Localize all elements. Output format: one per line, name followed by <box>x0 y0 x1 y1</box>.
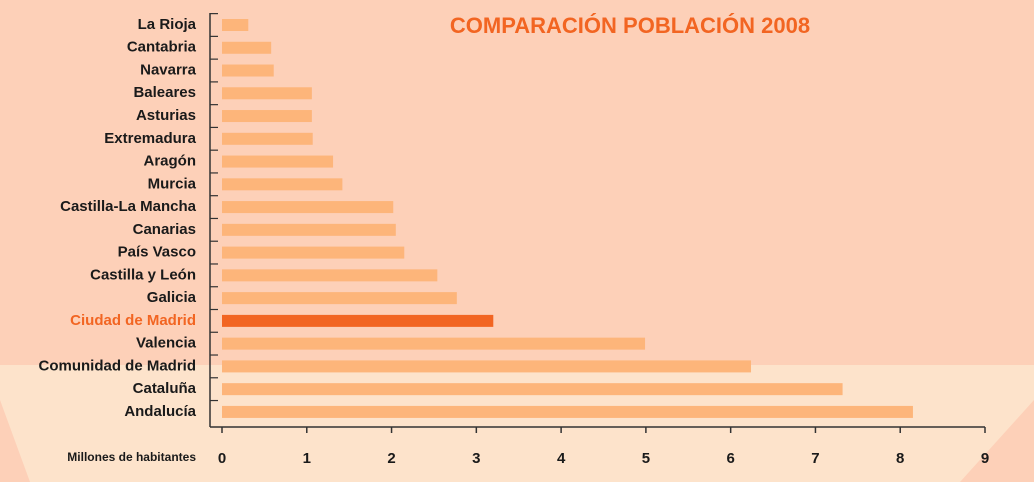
bar <box>222 178 343 191</box>
x-tick-label: 0 <box>218 450 226 467</box>
chart-title: COMPARACIÓN POBLACIÓN 2008 <box>450 13 810 38</box>
bar <box>222 405 913 418</box>
y-tick-label: Aragón <box>144 153 197 170</box>
y-tick-label: País Vasco <box>118 244 196 261</box>
x-tick-label: 3 <box>472 450 480 467</box>
y-tick-label: Navarra <box>140 61 197 78</box>
x-tick-label: 1 <box>303 450 311 467</box>
y-tick-label: Ciudad de Madrid <box>70 312 196 329</box>
y-tick-label: La Rioja <box>138 16 197 33</box>
x-tick-label: 2 <box>387 450 395 467</box>
y-tick-label: Galicia <box>147 289 197 306</box>
y-tick-label: Castilla-La Mancha <box>60 198 197 215</box>
x-tick-label: 4 <box>557 450 566 467</box>
bar <box>222 19 249 31</box>
x-tick-label: 6 <box>726 450 734 467</box>
bar <box>222 87 312 100</box>
y-tick-label: Murcia <box>148 175 197 192</box>
bar <box>222 110 312 123</box>
y-tick-label: Cataluña <box>133 380 197 397</box>
bar <box>222 246 405 259</box>
x-tick-label: 7 <box>811 450 819 467</box>
y-tick-label: Valencia <box>136 335 197 352</box>
y-tick-label: Cantabria <box>127 39 197 56</box>
y-tick-label: Asturias <box>136 107 196 124</box>
bar <box>222 337 646 350</box>
bar <box>222 132 313 145</box>
x-tick-label: 5 <box>642 450 650 467</box>
y-tick-label: Canarias <box>133 221 196 238</box>
bar <box>222 223 396 236</box>
y-tick-label: Baleares <box>133 84 196 101</box>
y-tick-label: Extremadura <box>104 130 196 147</box>
bar <box>222 201 394 214</box>
bar <box>222 383 843 396</box>
x-axis-label: Millones de habitantes <box>67 450 196 464</box>
bar <box>222 64 274 77</box>
bar <box>222 41 272 54</box>
x-tick-label: 8 <box>896 450 904 467</box>
x-tick-label: 9 <box>981 450 989 467</box>
y-tick-label: Castilla y León <box>90 266 196 283</box>
bar <box>222 292 457 305</box>
bar <box>222 314 494 327</box>
background-corner <box>0 400 30 482</box>
y-tick-label: Comunidad de Madrid <box>39 357 197 374</box>
background-corner <box>975 420 1034 482</box>
bar <box>222 155 334 168</box>
y-tick-label: Andalucía <box>124 403 196 420</box>
bar <box>222 360 752 373</box>
bar <box>222 269 438 282</box>
